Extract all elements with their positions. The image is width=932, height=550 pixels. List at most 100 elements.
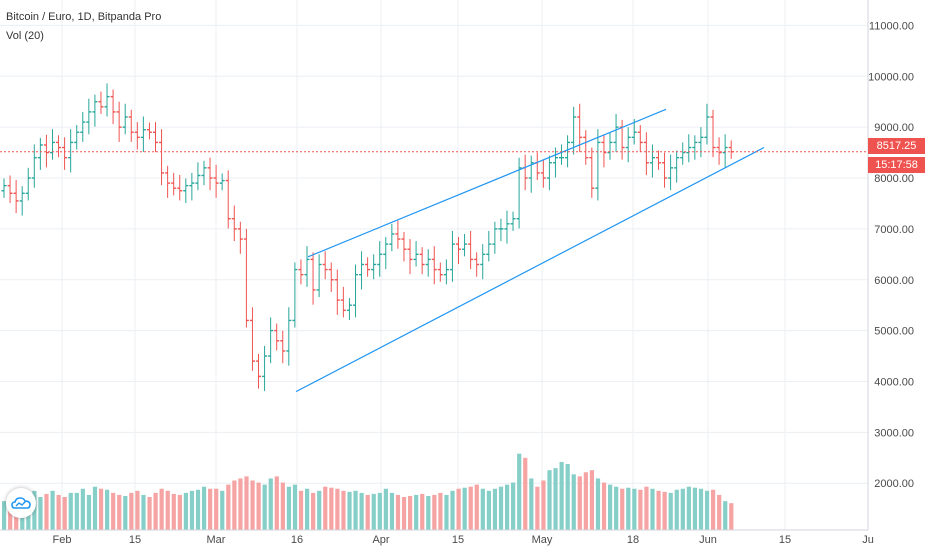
countdown-tag: 15:17:58 [868,157,925,173]
volume-bar [92,486,98,530]
volume-bar [626,487,631,530]
volume-bar [408,495,413,530]
volume-bar [347,491,352,530]
volume-bar [662,491,667,530]
volume-bar [335,488,340,530]
y-axis: 2000.00 3000.00 4000.00 5000.00 6000.00 7000.… [868,20,914,490]
volume-bar [250,480,255,530]
y-tick-label: 11000.00 [869,20,914,32]
volume-bar [189,490,195,530]
volume-bar [638,489,643,530]
volume-bar [589,470,595,530]
x-tick-label: 18 [627,534,639,546]
volume-bar [311,492,316,530]
x-tick-label: Ju [862,534,874,546]
volume-bar [32,490,37,530]
volume-bar [44,493,49,530]
volume-bar [232,480,237,530]
x-tick-label: Mar [207,534,226,546]
volume-bar [420,493,425,530]
x-tick-label: Jun [699,534,717,546]
volume-bar [480,488,485,530]
volume-bar [504,484,510,530]
tradingview-cloud-icon[interactable] [6,488,36,518]
volume-bar [565,464,570,530]
x-tick-label: May [532,534,553,546]
volume-bar [547,470,552,530]
volume-bar [359,492,364,530]
volume-bar [486,490,491,530]
symbol-title: Bitcoin / Euro, 1D, Bitpanda Pro [6,11,162,23]
volume-bar [208,488,213,530]
y-tick-label: 4000.00 [874,376,914,388]
y-tick-label: 2000.00 [874,478,914,490]
volume-bar [729,503,734,530]
volume-bar [577,476,582,530]
volume-bar [135,490,140,530]
volume-bar [214,488,219,530]
volume-bar [601,482,607,530]
volume-bar [553,468,558,530]
volume-bar [644,486,649,530]
volume-bar [711,489,716,530]
volume-bar [129,492,134,530]
volume-bar [698,488,704,530]
volume-bar [86,494,92,530]
volume-bar [286,486,292,530]
x-tick-label: 15 [452,534,464,546]
volume-bar [529,478,534,530]
volume-bar [171,493,176,530]
volume-bar [686,486,691,530]
candlesticks [1,83,734,392]
volume-bar [74,492,79,530]
volume-bar [305,488,310,530]
volume-bar [317,490,322,530]
volume-bar [56,494,61,530]
volume-bar [377,492,382,530]
volume-bar [492,488,498,530]
last-price-tag: 8517.25 [868,138,925,154]
volume-bar [2,501,7,530]
volume-bar [456,488,461,530]
volume-bar [680,488,685,530]
volume-bar [165,490,170,530]
volume-bar [414,494,419,530]
volume-bar [723,501,728,530]
volume-bar [444,494,449,530]
x-tick-label: 15 [779,534,791,546]
x-tick-label: 16 [291,534,303,546]
volume-bar [147,497,152,530]
y-tick-label: 6000.00 [874,275,914,287]
volume-bar [595,478,601,530]
volume-bar [226,484,231,530]
volume-bar [474,484,479,530]
volume-bar [50,490,55,530]
volume-bar [280,482,285,530]
volume-bar [450,490,455,530]
volume-bar [541,480,546,530]
y-tick-label: 9000.00 [874,122,914,134]
x-axis: Feb 15 Mar 16 Apr 15 May 18 Jun 15 Ju [53,534,874,546]
volume-bar [498,486,504,530]
volume-bar [668,492,673,530]
volume-bar [220,490,225,530]
volume-bar [195,489,201,530]
volume-bar [274,476,279,530]
volume-indicator-label: Vol (20) [6,30,44,42]
volume-bar [353,490,358,530]
volume-bar [117,494,122,530]
volume-bar [62,497,67,530]
y-tick-label: 8000.00 [874,173,914,185]
volume-bars [2,453,734,530]
volume-bar [323,486,328,530]
volume-bar [650,488,655,530]
volume-bar [292,484,298,530]
volume-bar [123,495,128,530]
volume-bar [462,487,467,530]
volume-bar [468,486,473,530]
volume-bar [559,461,564,530]
volume-bar [620,488,625,530]
volume-bar [517,453,522,530]
volume-bar [98,488,104,530]
